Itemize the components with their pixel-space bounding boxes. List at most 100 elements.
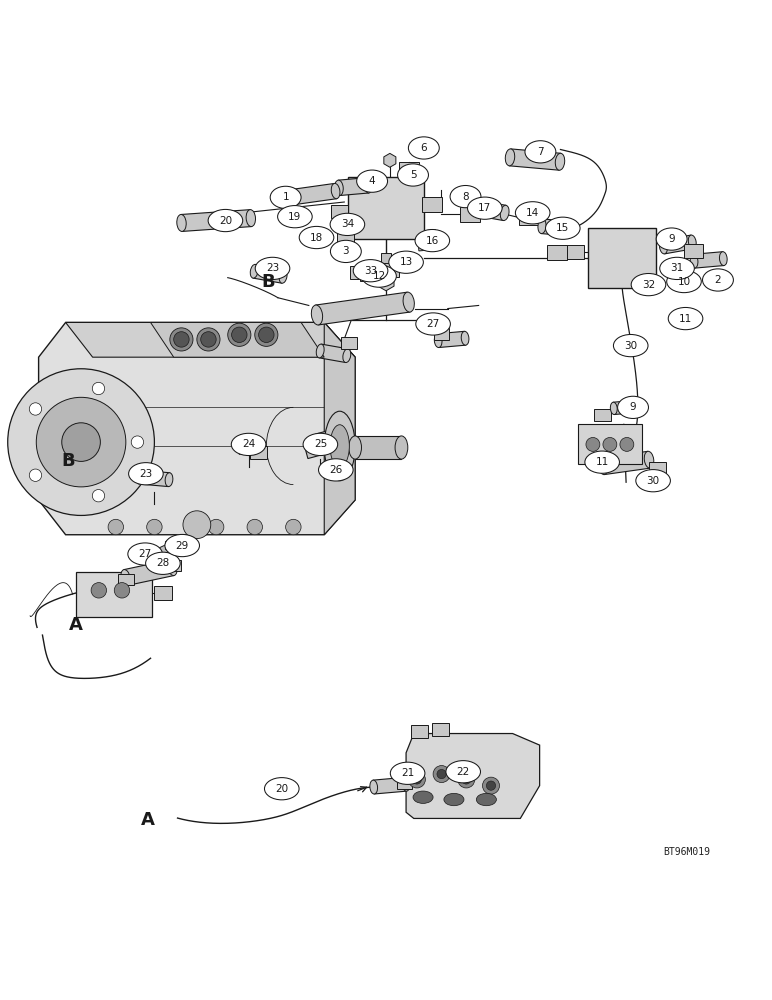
Circle shape: [29, 403, 42, 415]
Ellipse shape: [667, 270, 701, 293]
Ellipse shape: [395, 436, 408, 459]
Text: 10: 10: [677, 277, 691, 287]
Circle shape: [62, 423, 100, 461]
Polygon shape: [519, 210, 539, 225]
Circle shape: [201, 332, 216, 347]
Circle shape: [147, 519, 162, 535]
Ellipse shape: [585, 451, 619, 473]
Ellipse shape: [265, 778, 299, 800]
Ellipse shape: [165, 534, 199, 557]
Ellipse shape: [634, 400, 640, 413]
Polygon shape: [319, 344, 348, 363]
Polygon shape: [316, 431, 333, 453]
Ellipse shape: [324, 411, 355, 481]
Circle shape: [247, 519, 262, 535]
Ellipse shape: [362, 265, 396, 287]
Text: 34: 34: [340, 219, 354, 229]
Polygon shape: [384, 153, 396, 167]
Ellipse shape: [598, 458, 608, 475]
Text: 20: 20: [218, 216, 232, 226]
Ellipse shape: [364, 178, 372, 193]
Ellipse shape: [408, 137, 439, 159]
Polygon shape: [166, 560, 181, 571]
Polygon shape: [510, 149, 560, 170]
Polygon shape: [154, 586, 172, 600]
Text: 2: 2: [715, 275, 721, 285]
Circle shape: [197, 328, 220, 351]
Circle shape: [36, 397, 126, 487]
Ellipse shape: [300, 226, 334, 249]
Ellipse shape: [689, 235, 696, 249]
Circle shape: [408, 771, 425, 788]
Circle shape: [208, 519, 224, 535]
Text: 31: 31: [670, 263, 684, 273]
Text: 9: 9: [630, 402, 636, 412]
Ellipse shape: [402, 777, 410, 791]
Text: 6: 6: [421, 143, 427, 153]
Text: 20: 20: [275, 784, 289, 794]
Text: 17: 17: [478, 203, 492, 213]
Text: A: A: [69, 616, 83, 634]
Ellipse shape: [129, 463, 163, 485]
Ellipse shape: [461, 331, 469, 345]
Polygon shape: [348, 177, 424, 239]
Text: BT96M019: BT96M019: [663, 847, 710, 857]
Polygon shape: [151, 322, 324, 357]
Polygon shape: [422, 197, 442, 212]
Ellipse shape: [278, 206, 312, 228]
Text: 18: 18: [310, 233, 323, 243]
Circle shape: [174, 332, 189, 347]
Ellipse shape: [500, 205, 509, 221]
Text: 32: 32: [642, 280, 655, 290]
Circle shape: [108, 519, 124, 535]
Ellipse shape: [611, 402, 617, 415]
Ellipse shape: [177, 214, 186, 231]
Circle shape: [131, 436, 144, 448]
Ellipse shape: [444, 793, 464, 806]
Text: A: A: [141, 811, 155, 829]
Text: 14: 14: [526, 208, 540, 218]
Text: 30: 30: [646, 476, 660, 486]
Polygon shape: [373, 777, 407, 794]
Polygon shape: [406, 734, 540, 818]
Polygon shape: [662, 235, 693, 254]
Ellipse shape: [256, 257, 290, 280]
Ellipse shape: [128, 543, 162, 565]
Text: 24: 24: [242, 439, 256, 449]
Polygon shape: [39, 322, 355, 535]
Polygon shape: [684, 244, 703, 258]
Text: 27: 27: [426, 319, 440, 329]
Circle shape: [29, 469, 42, 481]
Polygon shape: [588, 228, 656, 288]
Polygon shape: [381, 253, 391, 272]
Ellipse shape: [136, 470, 144, 484]
Polygon shape: [341, 337, 357, 349]
Text: 25: 25: [313, 439, 327, 449]
Polygon shape: [578, 424, 642, 464]
Ellipse shape: [506, 149, 515, 166]
Ellipse shape: [546, 217, 580, 239]
Polygon shape: [324, 322, 355, 535]
Ellipse shape: [555, 153, 564, 170]
Ellipse shape: [330, 425, 349, 467]
Ellipse shape: [279, 269, 287, 283]
Polygon shape: [565, 245, 584, 259]
Ellipse shape: [331, 183, 340, 199]
Text: 22: 22: [456, 767, 470, 777]
Text: 33: 33: [364, 266, 378, 276]
Polygon shape: [355, 436, 401, 459]
Ellipse shape: [303, 433, 337, 456]
Ellipse shape: [330, 240, 361, 263]
Ellipse shape: [415, 229, 449, 252]
Text: B: B: [61, 452, 75, 470]
Text: 28: 28: [156, 558, 170, 568]
Ellipse shape: [121, 570, 130, 586]
Polygon shape: [289, 183, 337, 205]
Text: 8: 8: [462, 192, 469, 202]
Text: 29: 29: [175, 541, 189, 551]
Circle shape: [170, 328, 193, 351]
Circle shape: [228, 323, 251, 346]
Circle shape: [458, 771, 475, 788]
Ellipse shape: [370, 780, 378, 794]
Polygon shape: [649, 462, 666, 475]
